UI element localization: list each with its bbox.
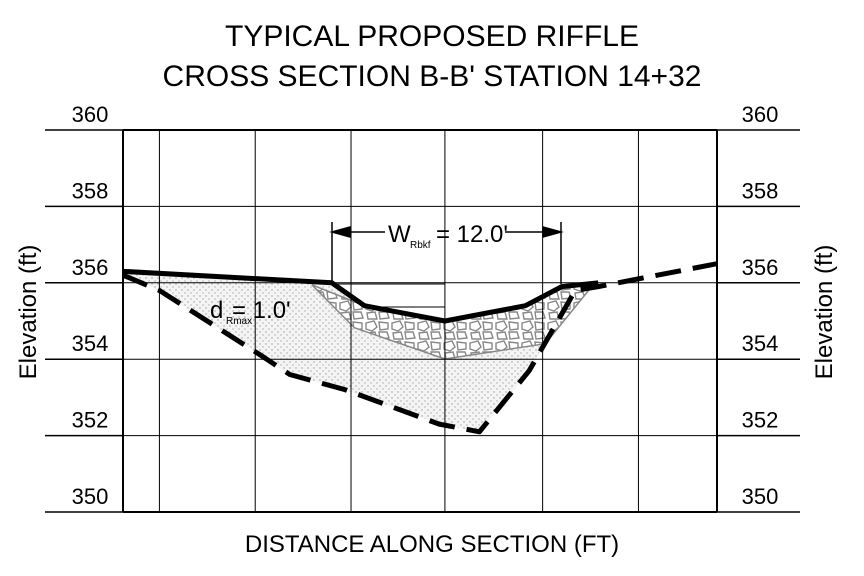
y-tick-label: 350 — [72, 484, 109, 509]
line — [122, 261, 718, 435]
annotation: Rmax — [226, 316, 252, 327]
y2-tick-label: 356 — [742, 255, 779, 280]
y2-tick-label: 354 — [742, 331, 779, 356]
x-axis-label: DISTANCE ALONG SECTION (FT) — [245, 531, 619, 558]
y2-axis-label: Elevation (ft) — [811, 245, 838, 380]
chart-title: TYPICAL PROPOSED RIFFLE — [225, 20, 639, 53]
y-tick-label: 358 — [72, 178, 109, 203]
y-tick-label: 352 — [72, 408, 109, 433]
annotation: W — [388, 221, 411, 248]
y-tick-label: 360 — [72, 102, 109, 127]
annotation: = 1.0' — [232, 297, 291, 324]
y-axis-label: Elevation (ft) — [15, 245, 42, 380]
y2-tick-label: 360 — [742, 102, 779, 127]
dimension — [329, 222, 564, 308]
annotation: = 12.0' — [436, 221, 508, 248]
annotation: d — [210, 297, 223, 324]
annotation: Rbkf — [410, 240, 431, 251]
y2-tick-label: 358 — [742, 178, 779, 203]
y-tick-label: 354 — [72, 331, 109, 356]
chart-title: CROSS SECTION B-B' STATION 14+32 — [163, 60, 702, 93]
fill-area — [123, 271, 599, 432]
y2-tick-label: 352 — [742, 408, 779, 433]
y-tick-label: 356 — [72, 255, 109, 280]
y2-tick-label: 350 — [742, 484, 779, 509]
